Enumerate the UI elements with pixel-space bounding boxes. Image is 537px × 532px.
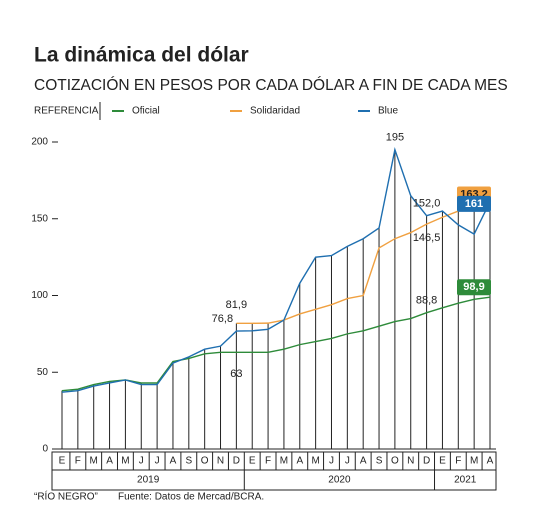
x-tick-label: O bbox=[391, 456, 399, 467]
x-tick-label: M bbox=[280, 456, 288, 467]
value-label: 98,9 bbox=[463, 281, 484, 293]
x-tick-label: E bbox=[249, 456, 256, 467]
x-tick-label: D bbox=[233, 456, 240, 467]
legend-label: Oficial bbox=[132, 106, 160, 117]
x-tick-label: E bbox=[59, 456, 66, 467]
value-label: 195 bbox=[386, 132, 404, 144]
x-tick-label: M bbox=[90, 456, 98, 467]
chart-subtitle: COTIZACIÓN EN PESOS POR CADA DÓLAR A FIN… bbox=[34, 77, 508, 94]
x-tick-label: O bbox=[201, 456, 209, 467]
x-tick-label: M bbox=[121, 456, 129, 467]
series-line bbox=[61, 296, 491, 392]
x-tick-label: M bbox=[311, 456, 319, 467]
x-tick-label: E bbox=[439, 456, 446, 467]
x-tick-label: J bbox=[139, 456, 144, 467]
legend-label: Blue bbox=[378, 106, 398, 117]
value-label: 76,8 bbox=[212, 313, 233, 325]
value-label: 152,0 bbox=[413, 198, 441, 210]
value-label: 63 bbox=[230, 368, 242, 380]
axis-box bbox=[51, 451, 497, 491]
x-tick-label: A bbox=[106, 456, 113, 467]
source: Fuente: Datos de Mercad/BCRA. bbox=[118, 492, 264, 503]
x-tick-label: J bbox=[345, 456, 350, 467]
y-tick-label: 0 bbox=[42, 444, 48, 455]
year-label: 2019 bbox=[137, 475, 160, 486]
x-tick-label: N bbox=[217, 456, 224, 467]
value-label: 81,9 bbox=[226, 299, 247, 311]
x-tick-label: J bbox=[155, 456, 160, 467]
y-tick-label: 200 bbox=[31, 137, 48, 148]
year-label: 2021 bbox=[454, 475, 477, 486]
source-left: “RÍO NEGRO” bbox=[34, 490, 98, 503]
x-tick-label: J bbox=[329, 456, 334, 467]
x-tick-label: F bbox=[75, 456, 81, 467]
x-tick-label: M bbox=[470, 456, 478, 467]
value-label-box bbox=[457, 279, 491, 296]
x-tick-label: S bbox=[185, 456, 192, 467]
x-tick-label: D bbox=[423, 456, 430, 467]
chart-title: La dinámica del dólar bbox=[34, 44, 249, 67]
y-tick-label: 50 bbox=[37, 367, 49, 378]
value-label: 88,8 bbox=[416, 295, 437, 307]
x-tick-label: F bbox=[455, 456, 461, 467]
y-tick-label: 100 bbox=[31, 290, 48, 301]
x-tick-label: A bbox=[296, 456, 303, 467]
year-label: 2020 bbox=[328, 475, 351, 486]
x-tick-label: A bbox=[170, 456, 177, 467]
series-line bbox=[61, 147, 491, 393]
x-tick-label: F bbox=[265, 456, 271, 467]
legend-title: REFERENCIA bbox=[34, 106, 99, 117]
legend-label: Solidaridad bbox=[250, 106, 300, 117]
x-tick-label: S bbox=[376, 456, 383, 467]
x-tick-label: A bbox=[360, 456, 367, 467]
y-tick-label: 150 bbox=[31, 213, 48, 224]
x-tick-label: A bbox=[487, 456, 494, 467]
value-label: 146,5 bbox=[413, 232, 441, 244]
value-label: 161 bbox=[465, 198, 483, 210]
value-label-box bbox=[457, 195, 491, 212]
x-tick-label: N bbox=[407, 456, 414, 467]
